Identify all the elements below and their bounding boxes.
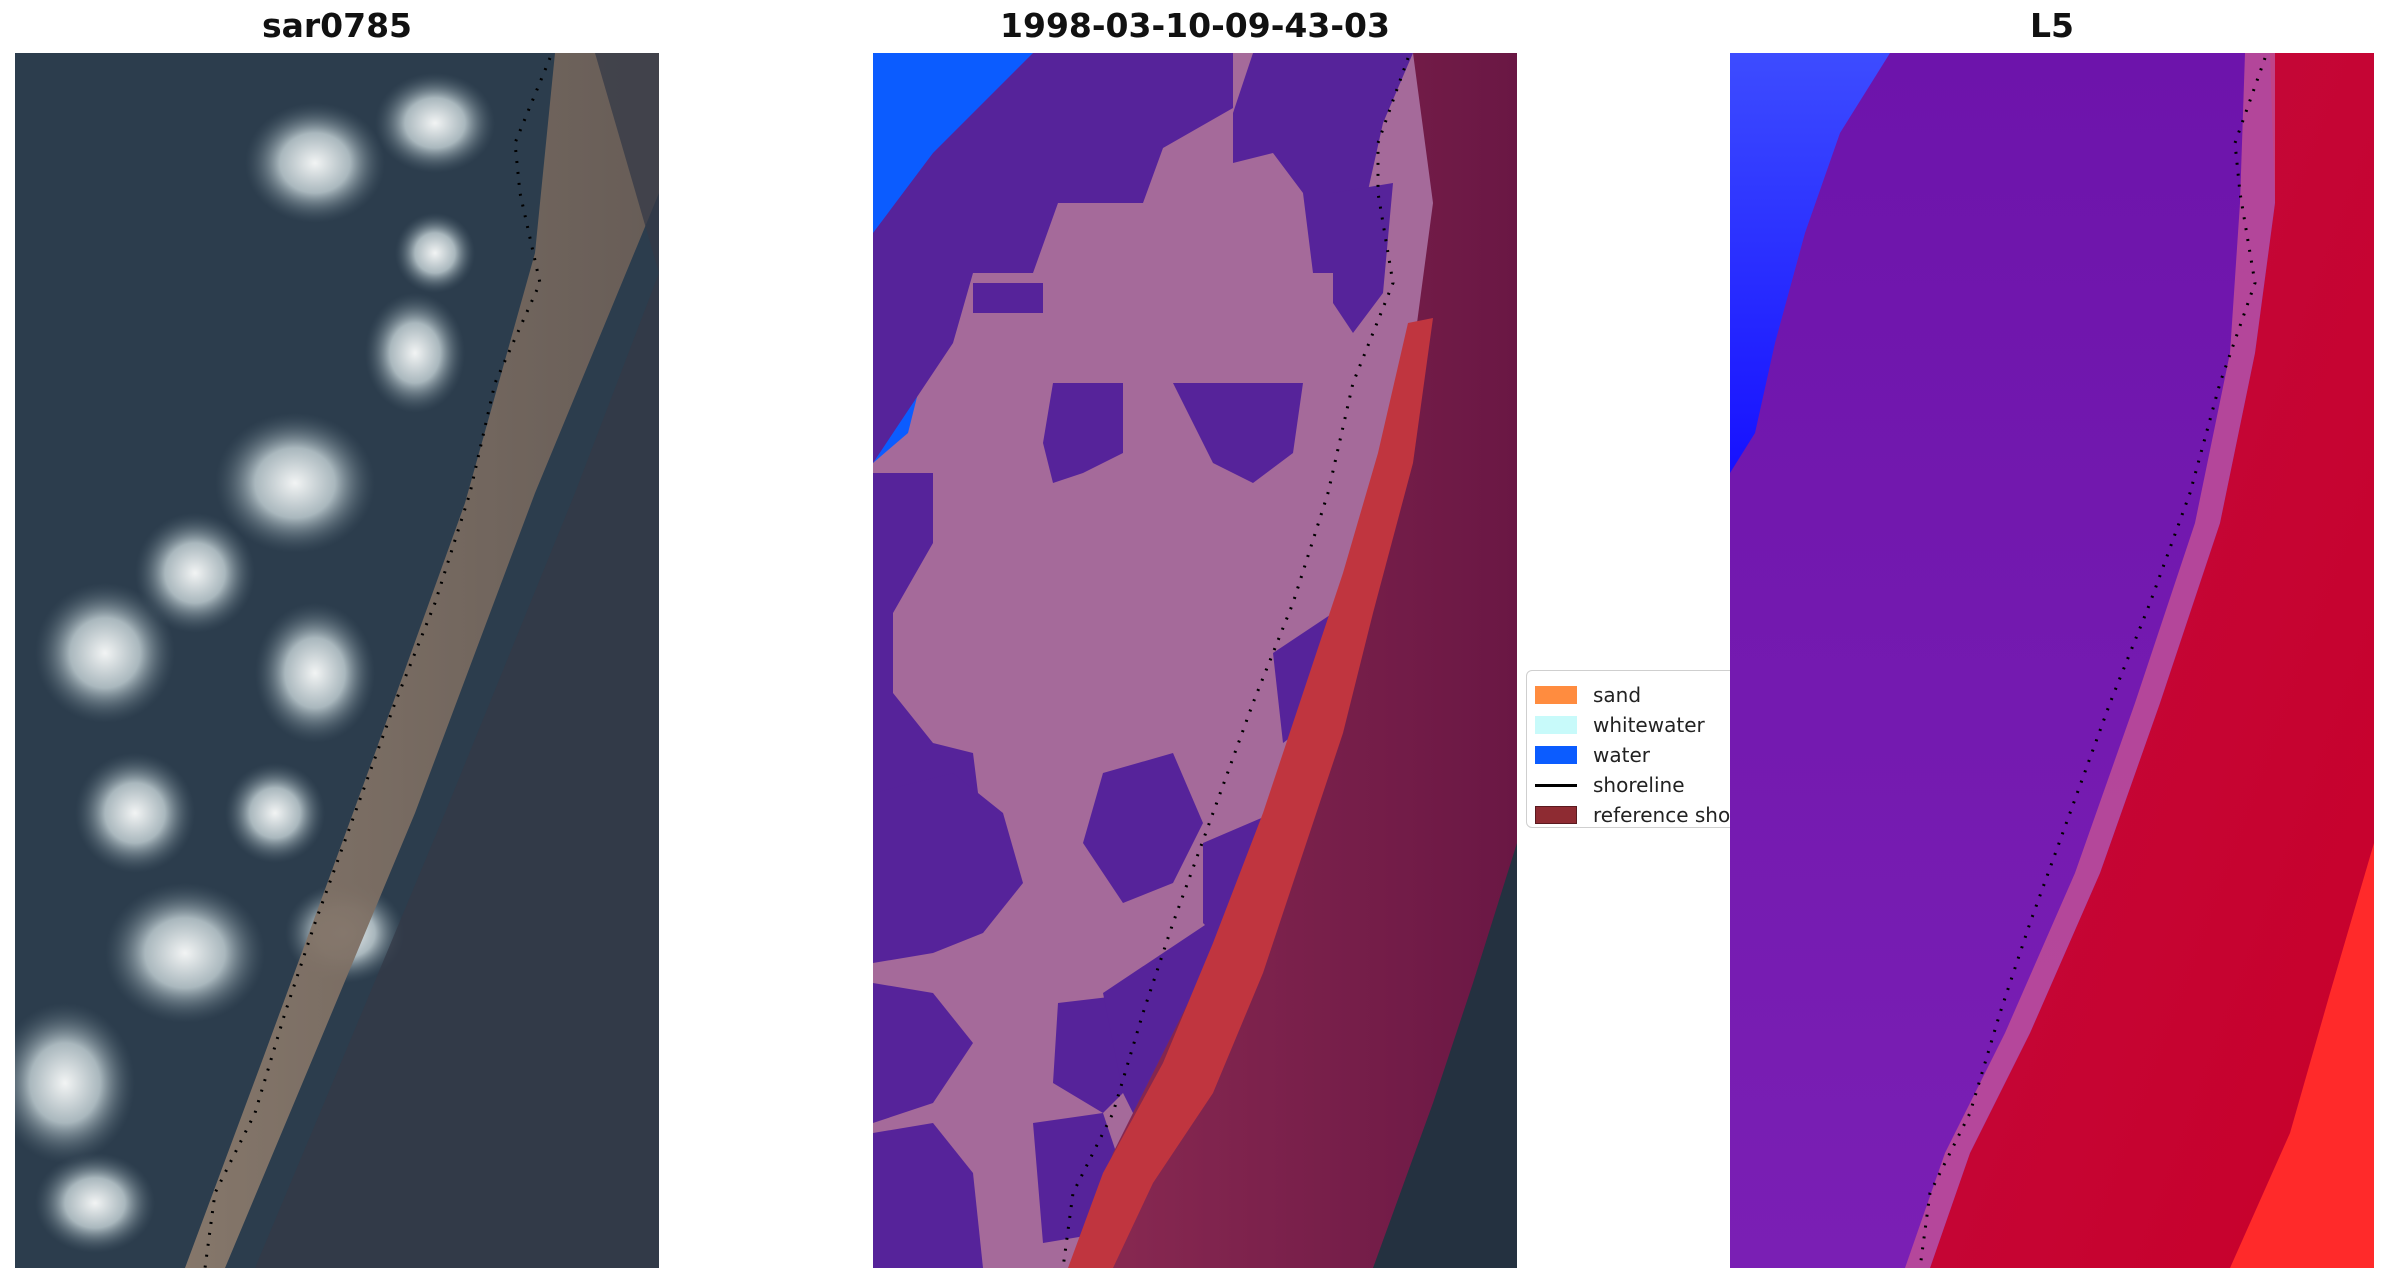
sand-swatch	[1535, 686, 1577, 704]
foam-blob	[365, 293, 465, 413]
land-area	[255, 53, 659, 1268]
whitewater-foam	[15, 73, 495, 1253]
index-bright-red-area	[2230, 843, 2374, 1268]
foam-blob	[395, 213, 475, 293]
reference-shoreline-band	[1068, 318, 1433, 1268]
foam-blob	[375, 73, 495, 173]
foam-blob	[35, 583, 175, 723]
shoreline-dots	[1918, 57, 2267, 1268]
index-land-area	[1930, 53, 2374, 1268]
dark-class-patches	[873, 53, 1413, 1268]
foam-blob	[255, 603, 375, 743]
rgb-image	[15, 53, 659, 1268]
legend-item-shoreline: shoreline	[1535, 771, 1685, 799]
classified-image-panel	[873, 53, 1517, 1268]
rgb-image-panel	[15, 53, 659, 1268]
whitewater-swatch	[1535, 716, 1577, 734]
foam-blob	[215, 413, 375, 553]
foam-blob	[105, 883, 265, 1023]
dark-sea-area	[1373, 843, 1517, 1268]
panel-title-index: L5	[2030, 6, 2074, 45]
land-class	[1073, 53, 1517, 1268]
shoreline-dots	[1061, 57, 1410, 1268]
foam-blob	[225, 763, 325, 863]
panel-title-rgb: sar0785	[261, 6, 413, 45]
foam-blob	[35, 1153, 155, 1253]
water-swatch	[1535, 746, 1577, 764]
index-image-panel	[1730, 53, 2374, 1268]
legend-item-whitewater: whitewater	[1535, 711, 1705, 739]
reference-shoreline-swatch	[1535, 806, 1577, 824]
foam-blob	[15, 1003, 135, 1163]
legend-item-sand: sand	[1535, 681, 1641, 709]
foam-blob	[135, 513, 255, 633]
legend-item-water: water	[1535, 741, 1650, 769]
shoreline-swatch	[1535, 783, 1577, 787]
panel-title-classified: 1998-03-10-09-43-03	[1000, 6, 1390, 45]
foam-blob	[75, 753, 195, 873]
classified-image	[873, 53, 1517, 1268]
sand-strip	[185, 53, 659, 1268]
foam-blob	[245, 103, 385, 223]
index-water-area	[1730, 53, 1890, 473]
index-image	[1730, 53, 2374, 1268]
